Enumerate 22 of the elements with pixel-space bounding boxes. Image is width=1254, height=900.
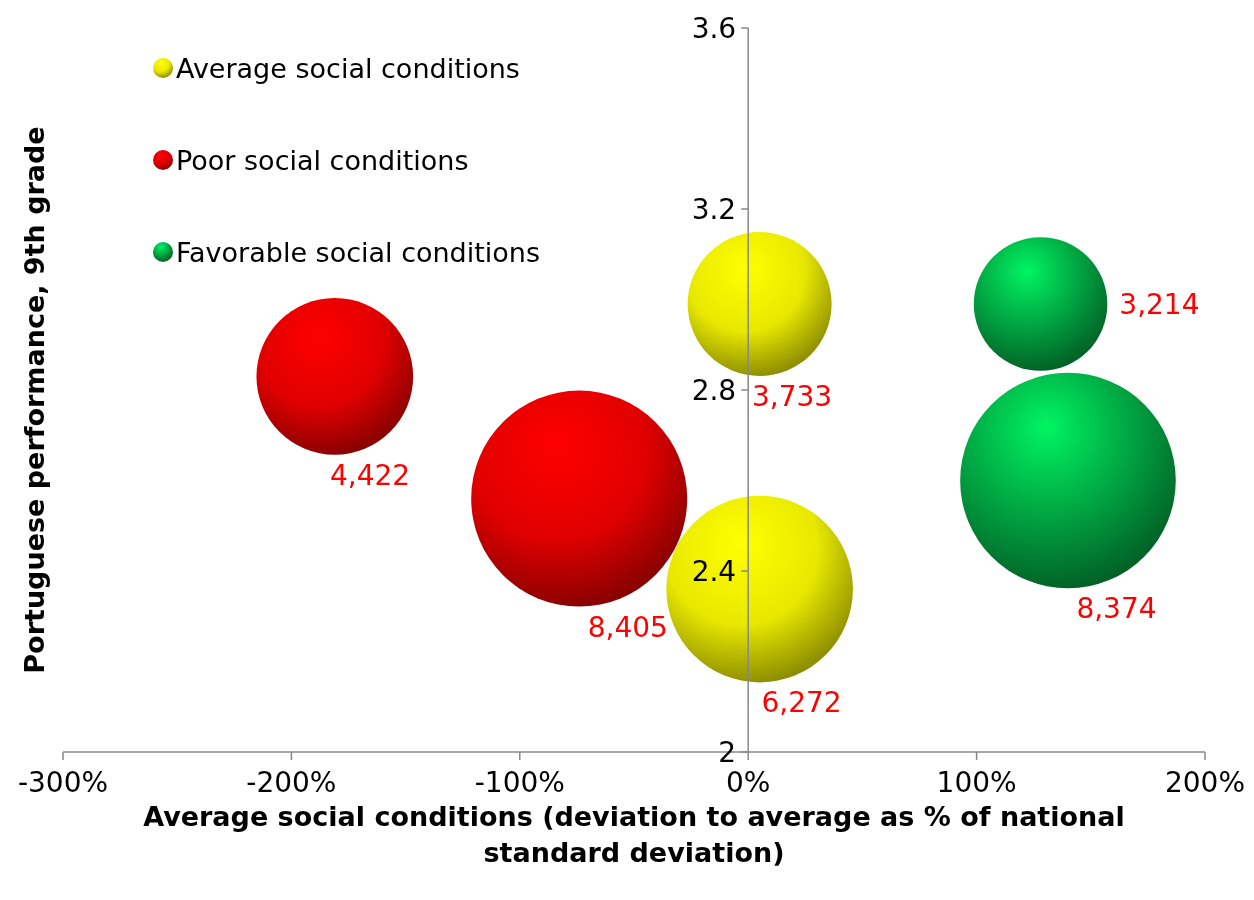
y-tick-label: 3.2 [691,193,737,226]
x-tick-label: -200% [246,766,337,799]
data-label: 8,374 [1076,592,1157,626]
legend-label: Favorable social conditions [176,237,541,268]
y-tick-label: 3.6 [691,12,737,45]
data-label: 6,272 [761,686,842,720]
x-tick-label: -300% [17,766,109,799]
x-tick-label: 200% [1164,766,1246,799]
legend-label: Average social conditions [176,53,520,84]
data-label: 8,405 [587,610,668,644]
data-label: 3,214 [1119,288,1200,322]
x-tick-label: 100% [936,766,1017,799]
data-label: 3,733 [751,380,833,413]
x-tick-label: -100% [474,766,565,799]
x-axis-title: Average social conditions (deviation to average as % of national standard deviation) [143,801,1125,868]
legend-label: Poor social conditions [176,145,469,176]
y-axis-title: Portuguese performance, 9th grade [19,126,50,674]
y-tick-label: 2 [718,736,737,769]
y-tick-label: 2.8 [691,374,737,407]
x-tick-label: 0% [725,766,771,799]
data-label: 4,422 [329,458,411,492]
y-tick-label: 2.4 [691,555,737,588]
